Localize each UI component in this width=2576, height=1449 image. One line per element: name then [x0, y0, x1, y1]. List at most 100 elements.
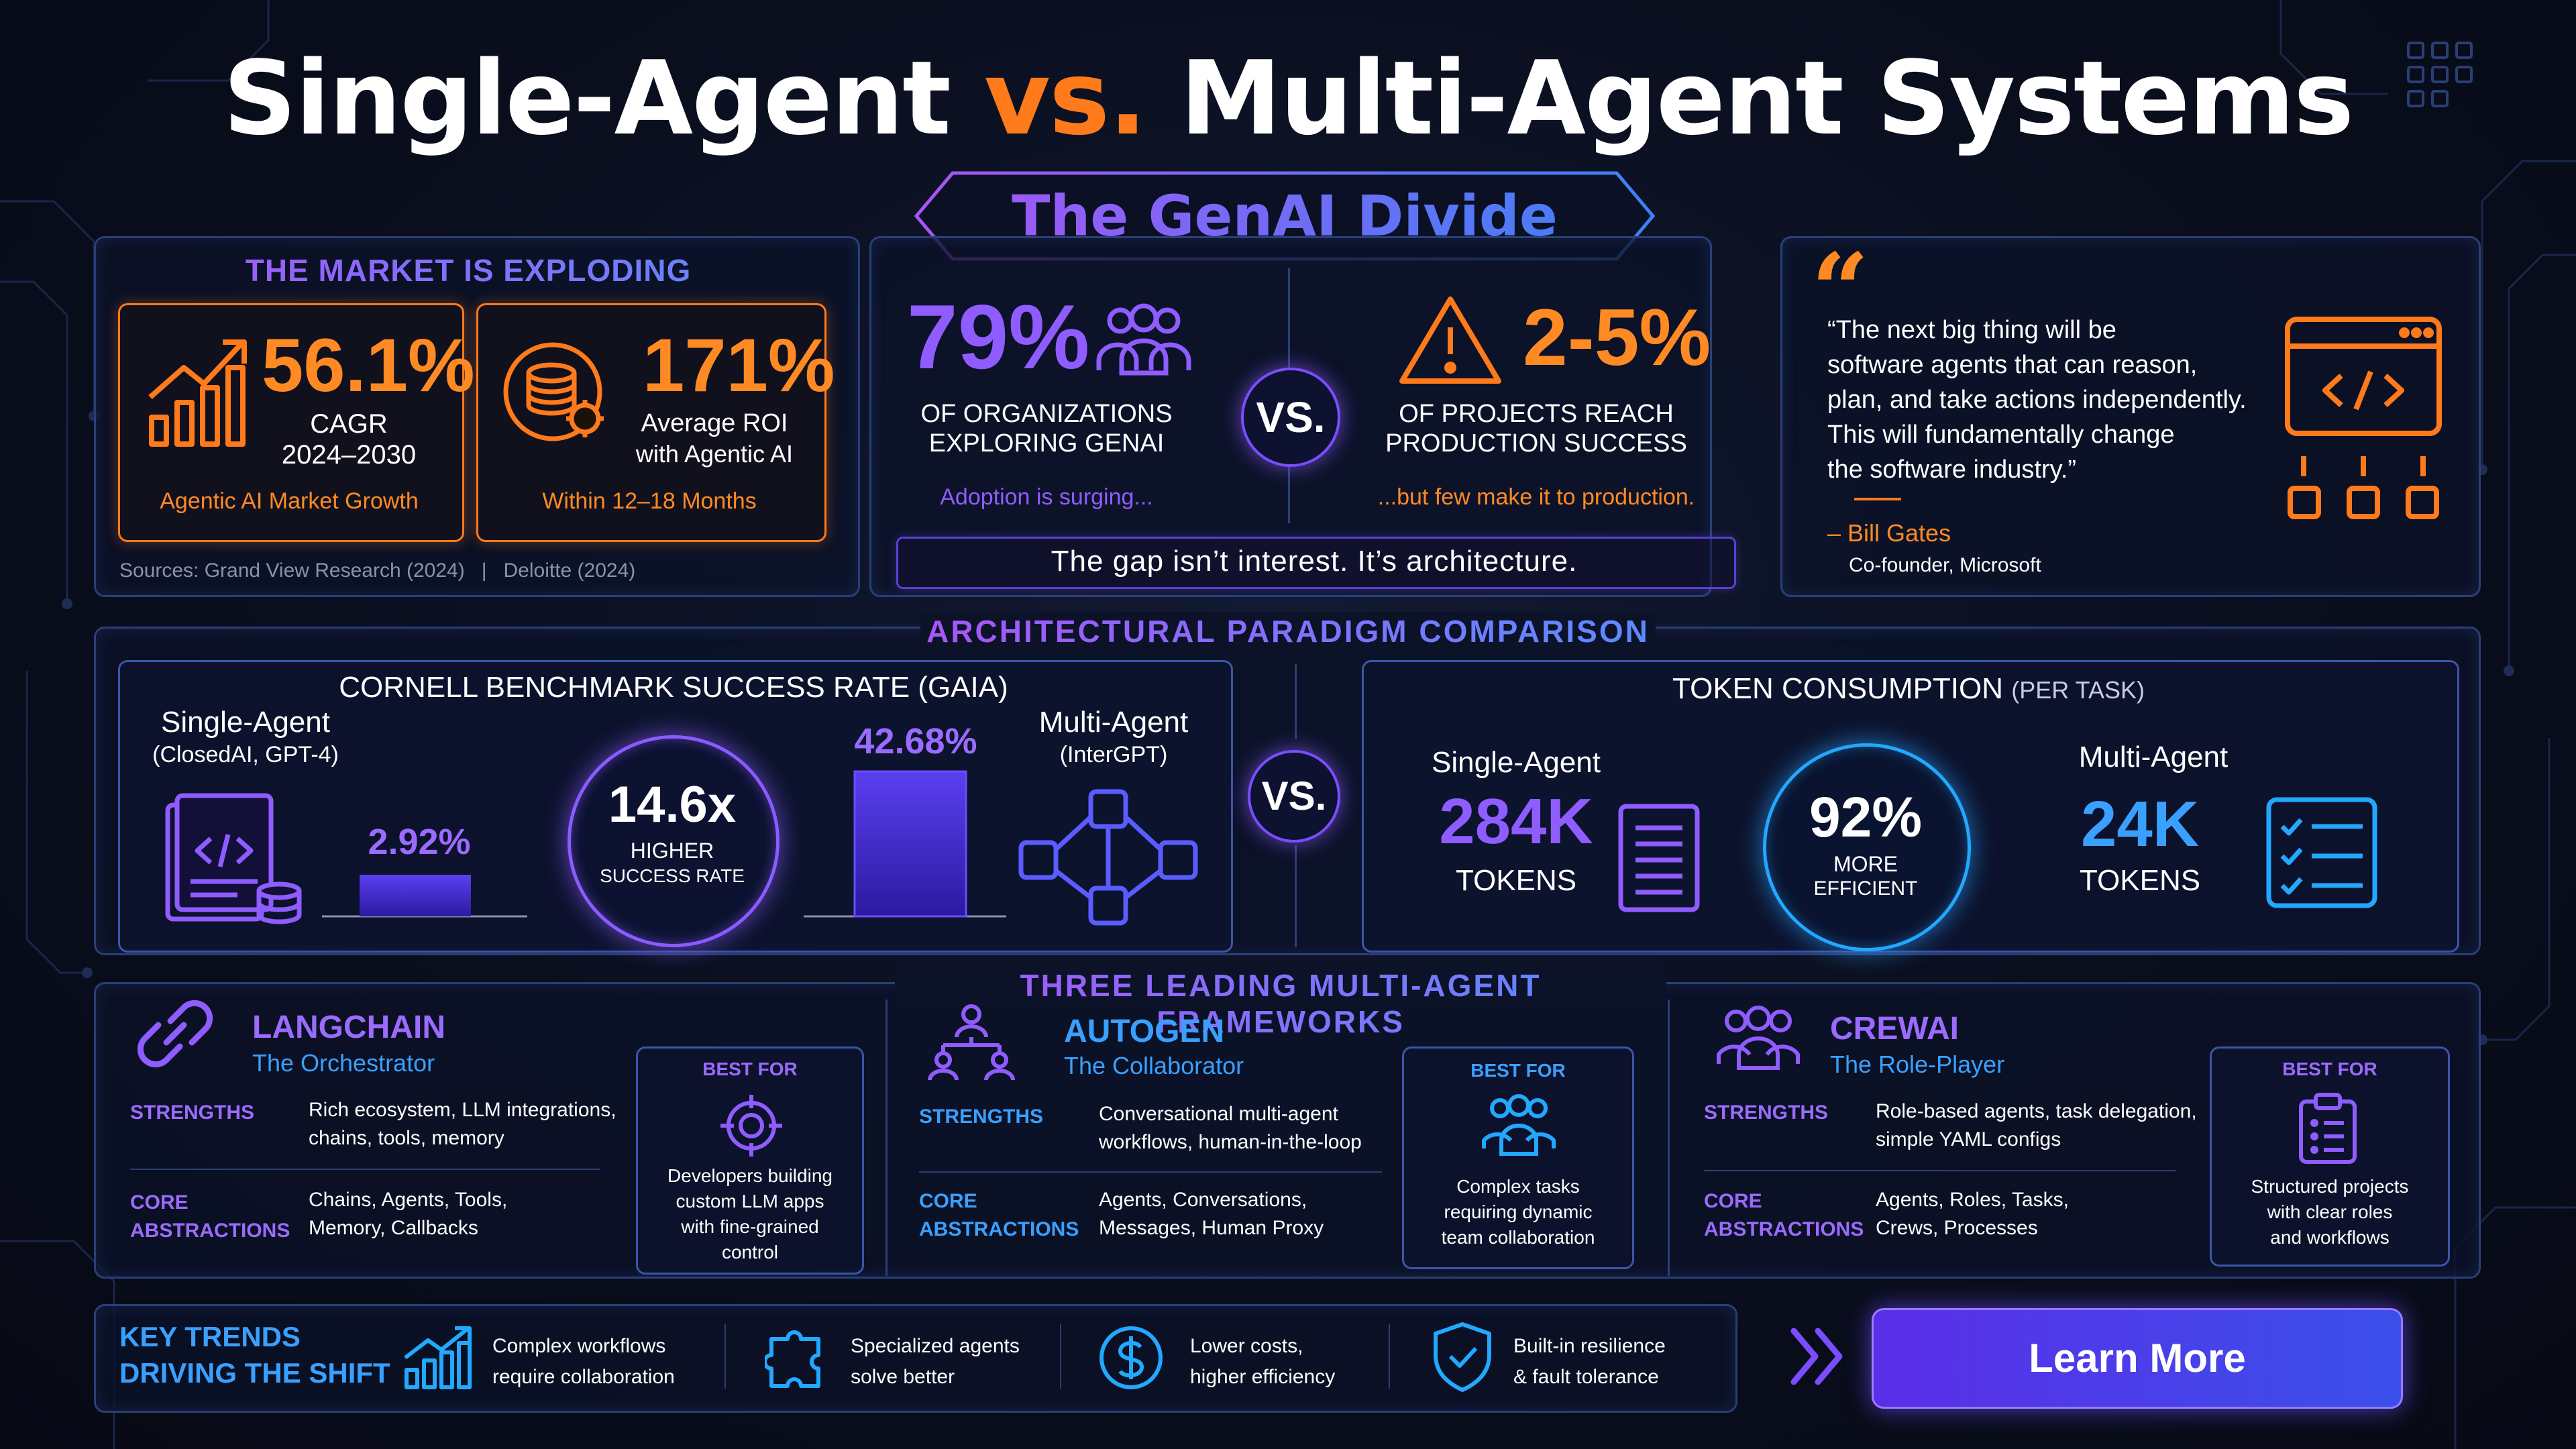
framework-divider	[885, 1000, 888, 1276]
quote-divider	[1854, 498, 1901, 500]
token-single-label: Single-Agent	[1432, 746, 1601, 779]
quote-mark-icon: “	[1811, 231, 1870, 350]
paradigm-vs-badge: VS.	[1248, 750, 1340, 843]
document-lines-icon	[1617, 802, 1701, 914]
network-nodes-icon	[1014, 788, 1202, 928]
langchain-tagline: The Orchestrator	[252, 1049, 435, 1077]
quote-line: This will fundamentally change	[1827, 421, 2175, 449]
autogen-best-line: requiring dynamic	[1444, 1201, 1593, 1222]
token-single-value: 284K	[1439, 786, 1593, 857]
adoption-line1: OF ORGANIZATIONS	[920, 400, 1173, 428]
quote-text: “The next big thing will be software age…	[1827, 313, 2247, 487]
divide-vs-badge: VS.	[1241, 368, 1340, 467]
production-line1: OF PROJECTS REACH	[1399, 400, 1674, 428]
roi-line1: Average ROI	[641, 409, 788, 437]
benchmark-ratio-line1: HIGHER	[630, 839, 714, 863]
autogen-strengths-label: STRENGTHS	[919, 1106, 1044, 1128]
autogen-best-line: team collaboration	[1441, 1227, 1595, 1248]
crewai-strengths-label: STRENGTHS	[1704, 1102, 1829, 1124]
token-single-unit: TOKENS	[1455, 864, 1577, 897]
quote-line: plan, and take actions independently.	[1827, 386, 2247, 414]
langchain-core-label: CORE ABSTRACTIONS	[130, 1189, 290, 1245]
quote-line: the software industry.”	[1827, 455, 2077, 484]
crewai-best-label: BEST FOR	[2282, 1059, 2377, 1079]
document-code-icon	[164, 792, 305, 926]
trend-line: Complex workflows	[492, 1335, 666, 1357]
learn-more-button[interactable]: Learn More	[1872, 1308, 2403, 1409]
token-multi-label: Multi-Agent	[2078, 741, 2229, 773]
quote-line: software agents that can reason,	[1827, 351, 2198, 379]
multi-bar-value: 42.68%	[854, 721, 977, 761]
autogen-core-label: CORE ABSTRACTIONS	[919, 1187, 1079, 1244]
paradigm-divider-top	[1295, 664, 1297, 739]
page-title: Single-Agent vs. Multi-Agent Systems	[0, 39, 2576, 158]
langchain-best-line: custom LLM apps	[676, 1191, 824, 1212]
benchmark-title: CORNELL BENCHMARK SUCCESS RATE (GAIA)	[339, 671, 1008, 704]
langchain-name: LANGCHAIN	[252, 1010, 445, 1045]
trend-line: solve better	[851, 1366, 955, 1388]
trend-line: require collaboration	[492, 1366, 675, 1388]
crewai-core-label-line: CORE	[1704, 1190, 1762, 1212]
langchain-core-line: Memory, Callbacks	[309, 1217, 478, 1239]
benchmark-single-sub: (ClosedAI, GPT-4)	[152, 742, 339, 767]
cagr-line2: 2024–2030	[281, 440, 417, 470]
production-value: 2-5%	[1523, 292, 1711, 382]
chain-link-icon	[131, 990, 219, 1077]
crewai-core-label-line: ABSTRACTIONS	[1704, 1218, 1864, 1240]
target-icon	[719, 1093, 784, 1158]
trend-line: Specialized agents	[851, 1335, 1020, 1357]
code-window-icon	[2284, 315, 2451, 530]
hierarchy-agents-icon	[924, 1002, 1018, 1083]
token-efficiency-line2: EFFICIENT	[1813, 877, 1918, 900]
crewai-tagline: The Role-Player	[1830, 1051, 2005, 1078]
benchmark-ratio-ring	[568, 735, 780, 947]
cagr-value: 56.1%	[262, 323, 475, 407]
roi-value: 171%	[643, 323, 835, 407]
cagr-caption: Agentic AI Market Growth	[160, 488, 419, 514]
title-part2: Multi-Agent Systems	[1146, 39, 2354, 158]
crewai-core: Agents, Roles, Tasks, Crews, Processes	[1876, 1186, 2069, 1242]
single-bar-value: 2.92%	[368, 822, 471, 862]
autogen-strengths: Conversational multi-agent workflows, hu…	[1099, 1100, 1362, 1157]
trend-item-2: Specialized agents solve better	[851, 1331, 1020, 1393]
langchain-best-for-card	[636, 1046, 864, 1275]
crewai-row-divider	[1704, 1170, 2176, 1171]
adoption-value: 79%	[907, 286, 1090, 388]
trend-line: higher efficiency	[1190, 1366, 1336, 1388]
quote-author: – Bill Gates	[1827, 519, 1951, 547]
paradigm-title: ARCHITECTURAL PARADIGM COMPARISON	[920, 613, 1656, 649]
title-part1: Single-Agent	[223, 39, 984, 158]
frameworks-panel	[94, 982, 2481, 1279]
trend-divider	[1389, 1324, 1390, 1389]
trend-line: Lower costs,	[1190, 1335, 1303, 1357]
langchain-strengths-label: STRENGTHS	[130, 1102, 255, 1124]
crewai-core-label: CORE ABSTRACTIONS	[1704, 1187, 1864, 1244]
langchain-core-label-line: ABSTRACTIONS	[130, 1220, 290, 1242]
langchain-best-line: Developers building	[667, 1165, 833, 1186]
dollar-icon	[1097, 1324, 1165, 1391]
trends-panel	[94, 1304, 1737, 1413]
autogen-best-for-card	[1402, 1046, 1634, 1269]
benchmark-single-label: Single-Agent	[161, 706, 330, 739]
autogen-name: AUTOGEN	[1064, 1014, 1225, 1049]
crewai-best-line: with clear roles	[2267, 1201, 2393, 1222]
langchain-best-line: control	[721, 1242, 779, 1263]
autogen-strengths-line: Conversational multi-agent	[1099, 1103, 1338, 1125]
roi-card	[476, 303, 826, 542]
paradigm-title-bg	[920, 612, 1656, 652]
quote-panel	[1780, 236, 2481, 597]
roi-caption: Within 12–18 Months	[542, 488, 757, 514]
single-agent-bar	[360, 875, 471, 916]
benchmark-multi-label: Multi-Agent	[1038, 706, 1189, 739]
paradigm-divider-bottom	[1295, 845, 1297, 947]
warning-triangle-icon	[1397, 292, 1504, 386]
crew-group-icon	[1715, 1005, 1802, 1072]
production-line2: PRODUCTION SUCCESS	[1385, 429, 1687, 458]
roi-line2: with Agentic AI	[635, 440, 794, 468]
architecture-callout	[896, 537, 1736, 589]
benchmark-multi-sub: (InterGPT)	[1059, 742, 1168, 767]
title-vs: vs.	[983, 39, 1147, 158]
benchmark-ratio-line2: SUCCESS RATE	[600, 865, 745, 886]
autogen-row-divider	[919, 1171, 1382, 1173]
crewai-best: Structured projects with clear roles and…	[2210, 1174, 2450, 1250]
